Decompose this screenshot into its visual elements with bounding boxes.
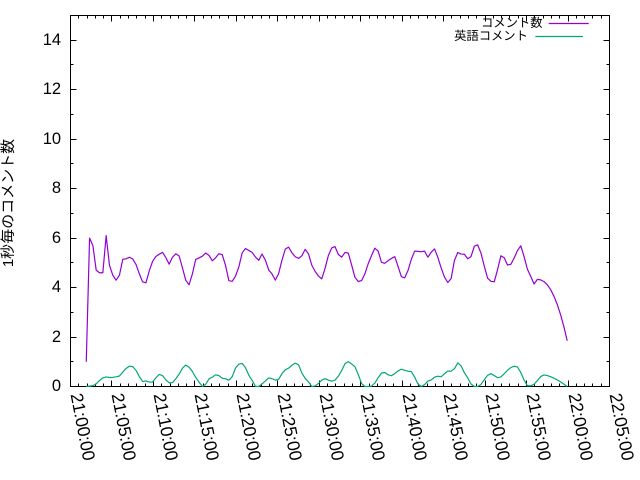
svg-text:4: 4 (52, 278, 61, 296)
svg-text:コメント数: コメント数 (481, 16, 543, 30)
svg-text:6: 6 (52, 229, 61, 247)
svg-text:1秒毎のコメント数: 1秒毎のコメント数 (0, 139, 17, 267)
svg-text:2: 2 (52, 328, 61, 346)
svg-text:英語コメント: 英語コメント (454, 29, 528, 43)
svg-text:8: 8 (52, 179, 61, 197)
svg-text:0: 0 (52, 377, 61, 395)
svg-text:10: 10 (43, 130, 61, 148)
svg-text:12: 12 (43, 80, 61, 98)
svg-text:14: 14 (43, 31, 61, 49)
